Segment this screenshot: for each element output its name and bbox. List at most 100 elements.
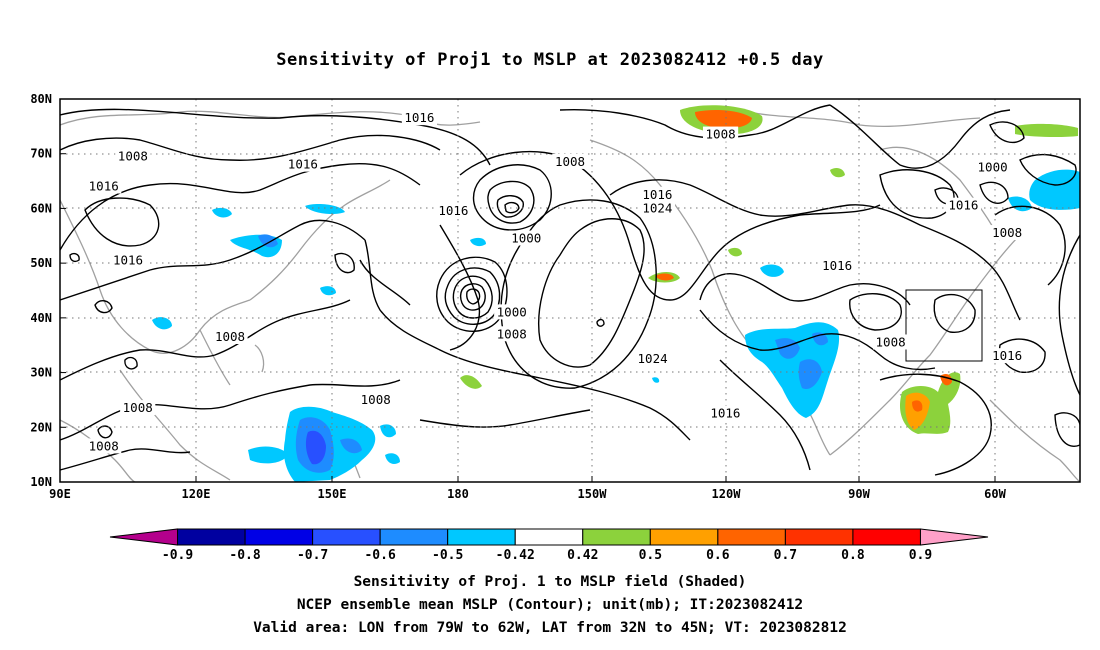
contour-label-bg <box>494 326 530 342</box>
colorbar-swatch <box>379 528 449 546</box>
colorbar-label: -0.8 <box>229 548 260 563</box>
lon-tick-label: 120E <box>182 487 211 501</box>
contour-label: 1016 <box>113 252 143 267</box>
colorbar-label: -0.9 <box>162 548 193 563</box>
colorbar-label: -0.42 <box>496 548 535 563</box>
colorbar-label: 0.8 <box>841 548 865 563</box>
lat-tick-label: 30N <box>30 366 52 380</box>
contour-label: 1008 <box>89 438 119 453</box>
latitude-ticks: 10N 20N 30N 40N 50N 60N 70N 80N <box>30 92 66 489</box>
lat-tick-label: 40N <box>30 311 52 325</box>
colorbar-swatch <box>244 528 314 546</box>
colorbar-label: -0.6 <box>364 548 395 563</box>
caption-shading: Sensitivity of Proj. 1 to MSLP field (Sh… <box>353 574 747 590</box>
colorbar-swatch <box>919 528 989 546</box>
lon-tick-label: 90E <box>49 487 71 501</box>
contour-label: 1008 <box>555 154 585 169</box>
contour-label: 1024 <box>642 200 672 215</box>
colorbar-swatch <box>717 528 786 546</box>
contour-label: 1016 <box>710 406 740 421</box>
lat-tick-label: 10N <box>30 475 52 489</box>
colorbar-swatch <box>784 528 854 546</box>
map-frame <box>59 98 1081 483</box>
lat-tick-label: 70N <box>30 147 52 161</box>
contour-label-bg <box>435 203 472 219</box>
colorbar-label: 0.5 <box>639 548 662 563</box>
contour-label-bg <box>872 334 909 350</box>
contour-label-bg <box>212 329 248 345</box>
caption-valid-area: Valid area: LON from 79W to 62W, LAT fro… <box>253 620 847 636</box>
contour-label-bg <box>634 350 671 366</box>
colorbar-label: -0.7 <box>297 548 328 563</box>
contour-label: 1016 <box>89 179 119 194</box>
contour-label-bg <box>989 225 1025 241</box>
contour-label-bg <box>401 110 438 126</box>
contour-labels: 1016100810161016101610081016102410001008… <box>86 110 1025 454</box>
contour-label-bg <box>974 159 1011 175</box>
lon-tick-label: 90W <box>848 487 870 501</box>
sensitivity-shading <box>152 105 1080 482</box>
contour-label-bg <box>702 126 739 142</box>
contour-label-bg <box>945 197 982 213</box>
contour-label: 1016 <box>992 348 1022 363</box>
contour-label-bg <box>86 438 122 454</box>
contour-label: 1008 <box>123 400 153 415</box>
contour-label-bg <box>120 400 156 416</box>
colorbar-swatch <box>109 528 179 546</box>
longitude-ticks: 90E 120E 150E 180 150W 120W 90W 60W <box>49 476 1007 501</box>
colorbar-swatch <box>582 528 651 546</box>
contour-label: 1008 <box>118 148 148 163</box>
contour-label: 1016 <box>822 258 852 273</box>
contour-label: 1008 <box>992 225 1022 240</box>
contour-label: 1000 <box>497 304 527 319</box>
contour-label: 1000 <box>511 231 541 246</box>
contour-label: 1016 <box>948 198 978 213</box>
contour-label-bg <box>639 186 676 202</box>
contour-label-bg <box>639 200 676 216</box>
colorbar-swatch <box>177 528 246 546</box>
contour-label: 1008 <box>876 334 906 349</box>
lon-tick-label: 150E <box>318 487 347 501</box>
colorbar-label: 0.9 <box>909 548 932 563</box>
colorbar-swatch <box>649 528 719 546</box>
contour-label-bg <box>86 178 122 194</box>
plot-title: Sensitivity of Proj1 to MSLP at 20230824… <box>276 50 824 70</box>
contour-label-bg <box>358 391 394 407</box>
colorbar-label: 0.42 <box>567 548 598 563</box>
contour-label: 1024 <box>638 351 668 366</box>
caption-contours: NCEP ensemble mean MSLP (Contour); unit(… <box>296 597 804 613</box>
contour-label: 1000 <box>978 159 1008 174</box>
lon-tick-label: 180 <box>447 487 469 501</box>
colorbar-label: 0.7 <box>774 548 797 563</box>
contour-label: 1016 <box>288 157 318 172</box>
valid-area-box <box>905 289 983 362</box>
lat-tick-label: 80N <box>30 92 52 106</box>
contour-label-bg <box>819 257 855 273</box>
lon-tick-label: 120W <box>712 487 742 501</box>
contour-label-bg <box>508 230 544 246</box>
contour-label: 1016 <box>404 110 434 125</box>
contour-label-bg <box>552 153 588 169</box>
colorbar-label: 0.6 <box>706 548 730 563</box>
lat-tick-label: 60N <box>30 201 52 215</box>
contour-label-bg <box>707 405 744 421</box>
colorbar-swatch <box>447 528 516 546</box>
contour-label: 1008 <box>497 326 527 341</box>
contour-label-bg <box>494 304 530 320</box>
colorbar-label: -0.5 <box>432 548 463 563</box>
colorbar-swatch <box>852 528 921 546</box>
colorbar-swatch <box>514 528 584 546</box>
contour-label: 1008 <box>361 392 391 407</box>
lon-tick-label: 150W <box>578 487 608 501</box>
contour-label: 1016 <box>438 203 468 218</box>
colorbar-swatch <box>312 528 381 546</box>
contour-label: 1008 <box>215 329 245 344</box>
lat-tick-label: 20N <box>30 420 52 434</box>
colorbar: -0.9 -0.8 -0.7 -0.6 -0.5 -0.42 0.42 0.5 0.6 0.7 0.… <box>109 528 989 563</box>
contour-label-bg <box>285 156 321 172</box>
lon-tick-label: 60W <box>984 487 1006 501</box>
contour-label: 1008 <box>706 127 736 142</box>
contour-label: 1016 <box>642 187 672 202</box>
contour-label-bg <box>115 148 151 164</box>
